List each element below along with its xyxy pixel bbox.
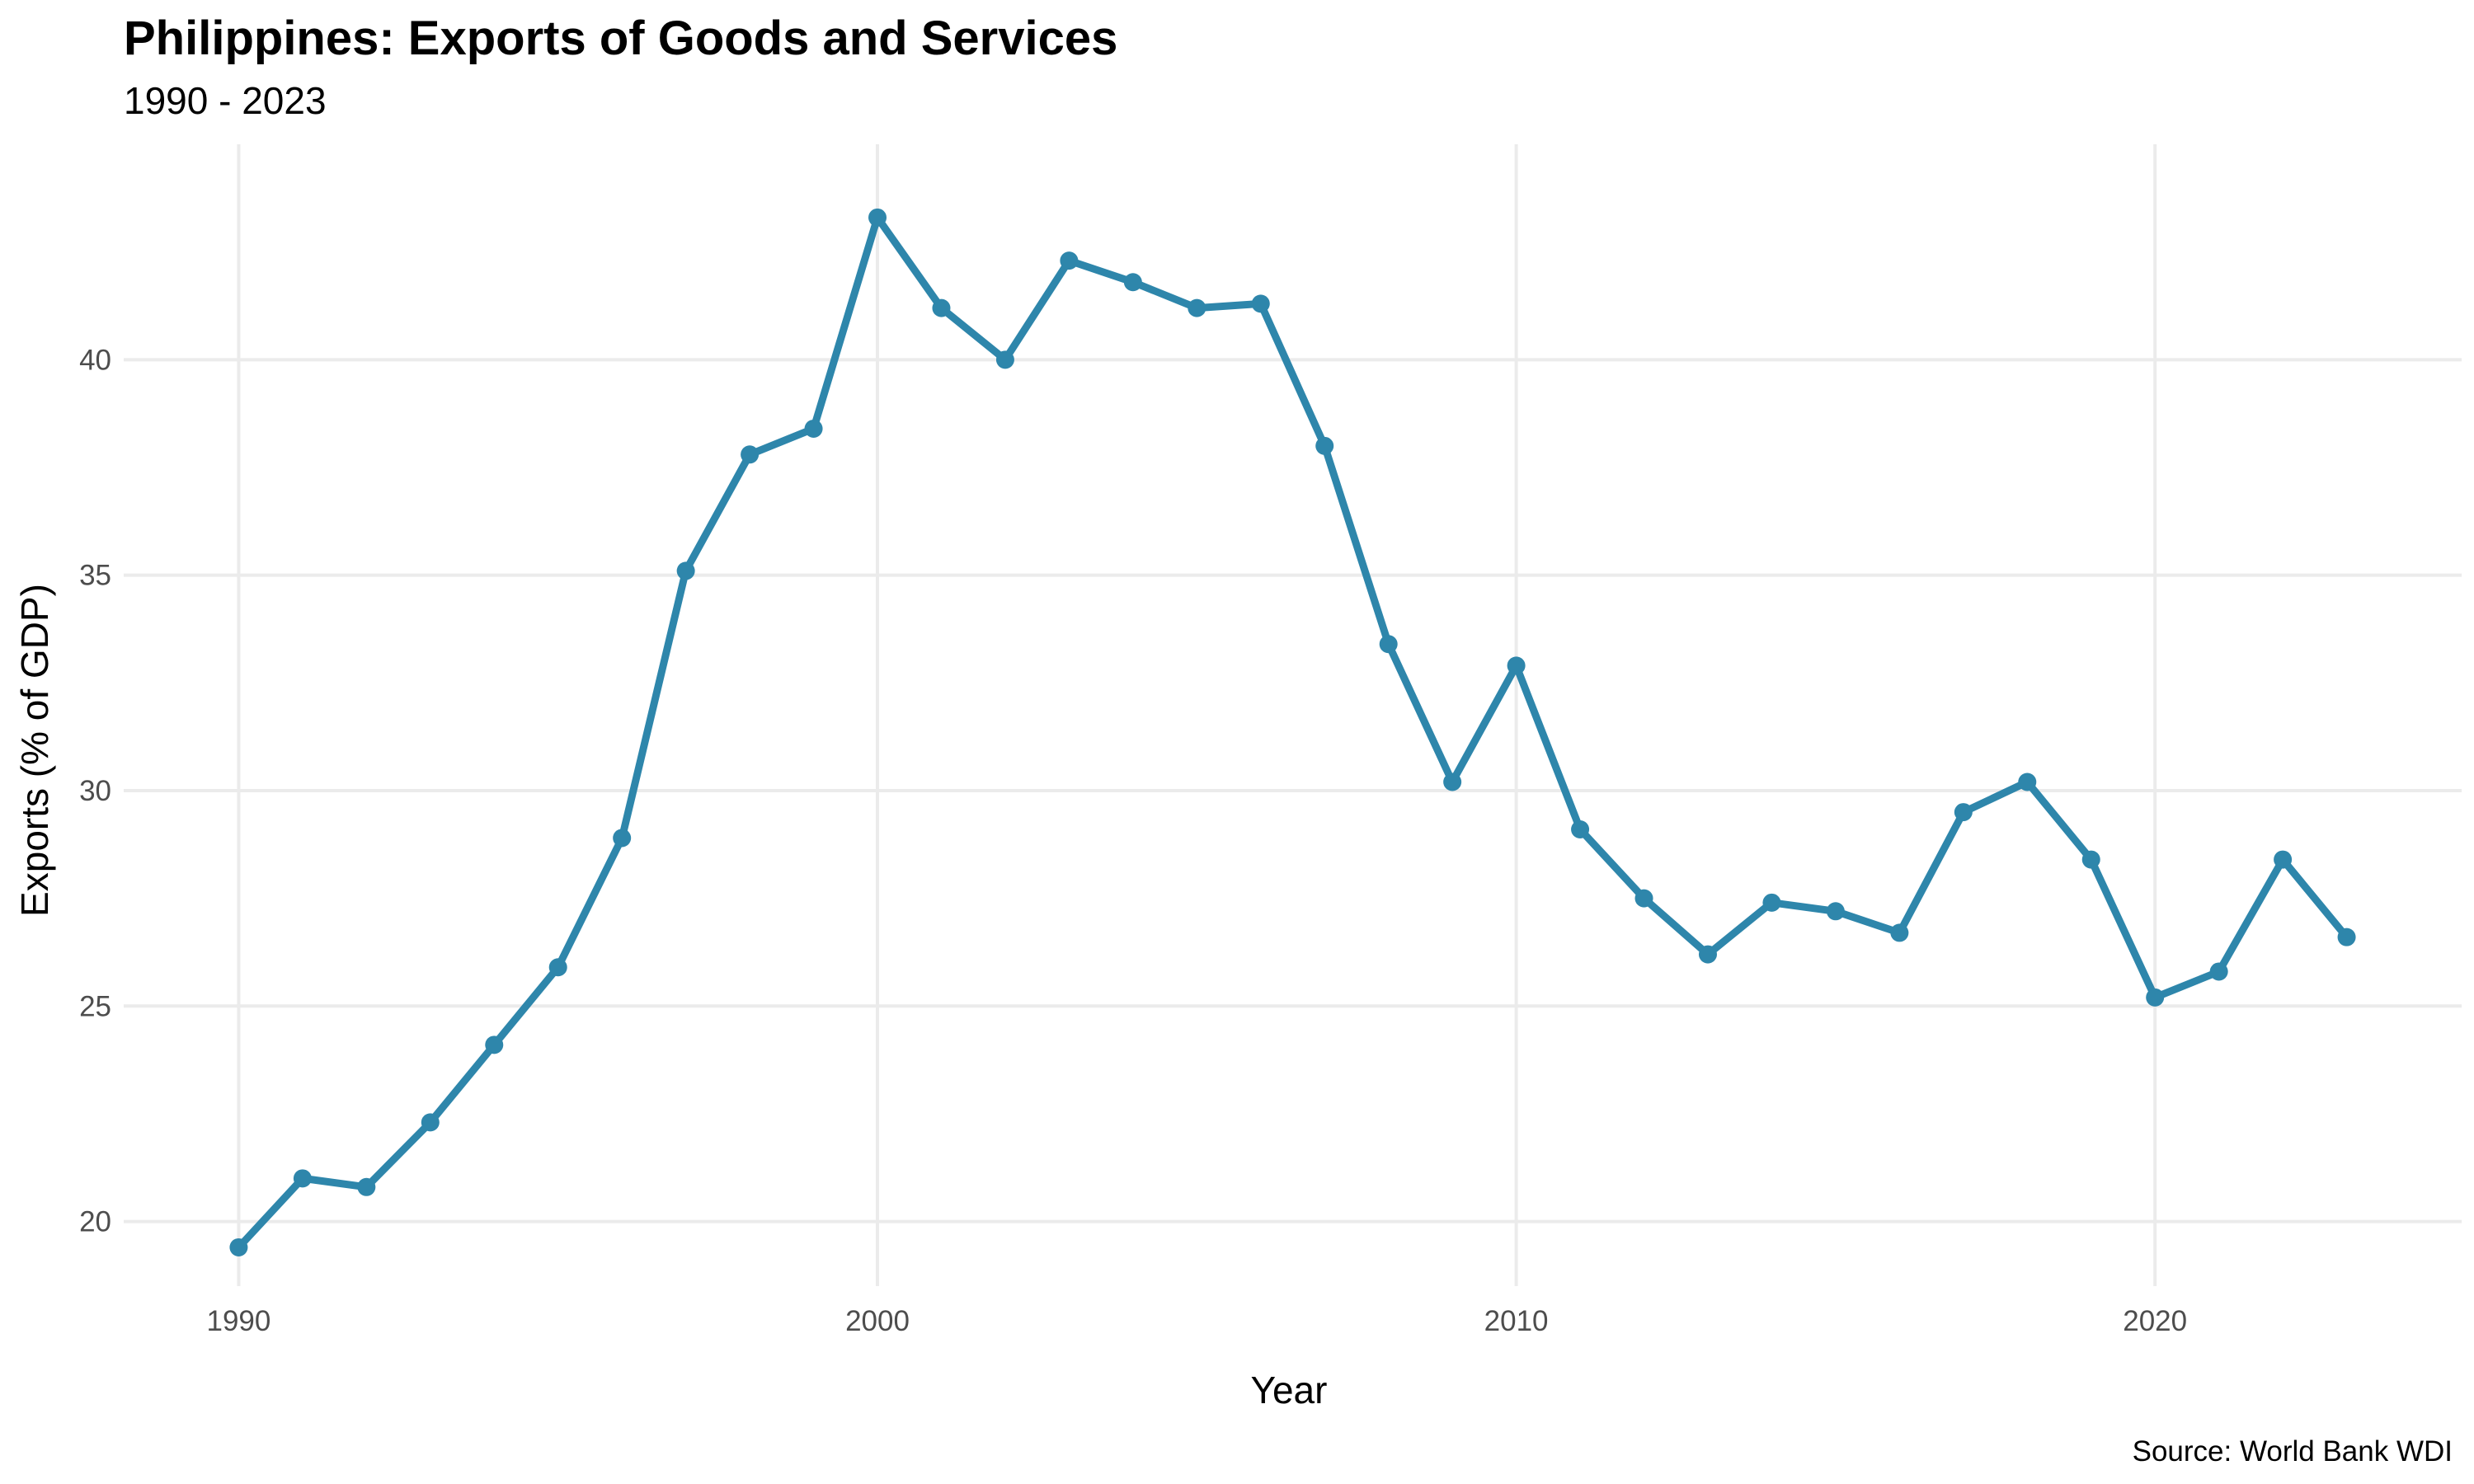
data-point — [2337, 928, 2356, 946]
data-point — [932, 298, 951, 317]
data-point — [2274, 850, 2293, 869]
data-point — [421, 1113, 440, 1132]
data-point — [548, 958, 567, 977]
data-point — [1188, 298, 1206, 317]
data-point — [2146, 988, 2165, 1007]
gridlines — [124, 144, 2462, 1286]
data-point — [1315, 436, 1334, 455]
data-points — [229, 208, 2356, 1256]
data-point — [1060, 251, 1079, 270]
x-axis-title: Year — [1251, 1369, 1328, 1411]
data-point — [1698, 945, 1717, 964]
data-point — [1826, 902, 1845, 921]
data-point — [485, 1036, 504, 1054]
data-point — [995, 350, 1014, 369]
data-point — [2018, 773, 2037, 791]
data-point — [613, 829, 632, 848]
data-point — [2209, 962, 2228, 981]
data-point — [293, 1169, 312, 1188]
y-tick-label: 20 — [79, 1206, 111, 1238]
series-layer — [234, 214, 2351, 1252]
data-point — [1251, 294, 1270, 313]
data-point — [676, 561, 695, 580]
data-point — [2081, 850, 2100, 869]
x-tick-label: 2000 — [845, 1305, 910, 1337]
data-point — [229, 1237, 248, 1256]
y-axis-title: Exports (% of GDP) — [13, 584, 56, 917]
data-point — [868, 208, 887, 227]
data-point — [1443, 773, 1462, 791]
series-line — [234, 214, 2351, 1252]
data-point — [741, 445, 760, 464]
data-point — [357, 1177, 376, 1196]
data-point — [1379, 635, 1398, 654]
tick-labels: 20 25 30 35 40 1990 2000 2010 2020 — [79, 344, 2187, 1337]
x-tick-label: 1990 — [206, 1305, 270, 1337]
data-point — [1954, 803, 1973, 822]
data-point — [1762, 893, 1781, 912]
data-point — [1890, 923, 1909, 942]
data-point — [1634, 889, 1653, 908]
data-point — [1507, 656, 1526, 675]
y-tick-label: 30 — [79, 775, 111, 807]
y-tick-label: 40 — [79, 344, 111, 376]
data-point — [804, 419, 823, 438]
x-tick-label: 2020 — [2123, 1305, 2187, 1337]
chart-caption: Source: World Bank WDI — [2133, 1435, 2453, 1468]
x-tick-label: 2010 — [1484, 1305, 1549, 1337]
y-tick-label: 35 — [79, 560, 111, 592]
data-point — [1571, 820, 1590, 838]
chart-subtitle: 1990 - 2023 — [124, 79, 327, 122]
data-point — [1123, 273, 1142, 292]
chart-title: Philippines: Exports of Goods and Servic… — [124, 12, 1117, 65]
y-tick-label: 25 — [79, 990, 111, 1022]
